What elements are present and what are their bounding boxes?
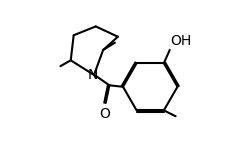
Text: N: N: [88, 68, 98, 82]
Text: O: O: [100, 107, 110, 121]
Text: OH: OH: [170, 34, 191, 48]
